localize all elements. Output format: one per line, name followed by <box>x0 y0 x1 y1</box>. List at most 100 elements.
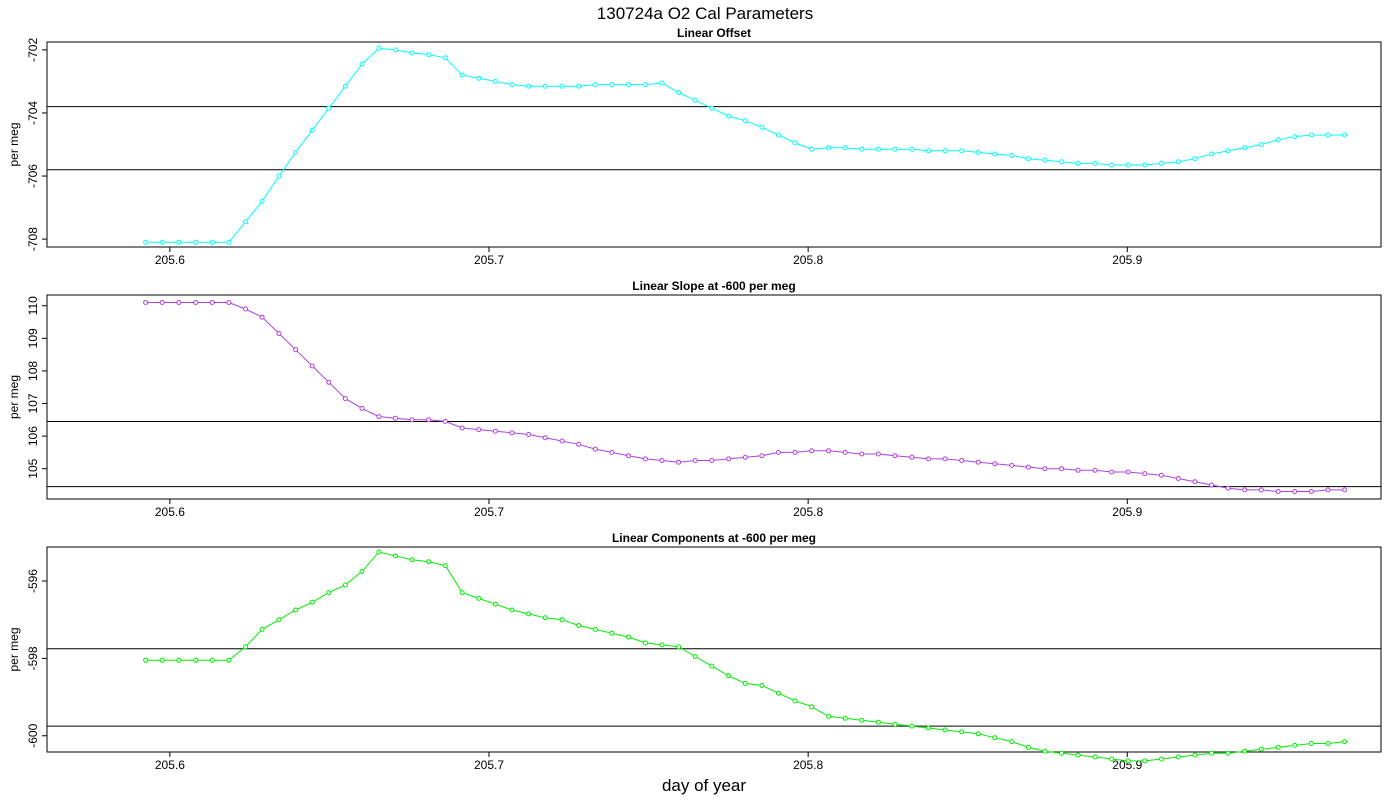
data-point <box>909 454 915 460</box>
data-point <box>409 557 415 563</box>
data-point <box>992 151 998 157</box>
y-tick-label: 108 <box>26 361 40 381</box>
data-point <box>709 105 715 111</box>
data-point <box>426 417 432 423</box>
data-point <box>1325 741 1331 746</box>
data-point <box>542 83 548 89</box>
data-point <box>909 146 915 152</box>
data-point <box>442 55 448 61</box>
data-point <box>1142 162 1148 168</box>
data-point <box>309 599 315 605</box>
data-point <box>892 146 898 152</box>
data-point <box>1192 479 1198 485</box>
data-point <box>642 640 648 646</box>
data-point <box>176 657 182 663</box>
data-point <box>259 314 265 320</box>
data-point <box>243 306 248 312</box>
data-point <box>842 449 848 455</box>
data-point <box>759 683 765 688</box>
data-point <box>293 607 299 613</box>
data-point <box>1342 132 1348 138</box>
y-axis-label: per meg <box>7 375 21 419</box>
data-point <box>459 590 465 596</box>
data-point <box>1009 462 1015 468</box>
data-point <box>1342 739 1348 745</box>
data-point <box>842 145 848 151</box>
data-point <box>875 146 881 152</box>
plot-frame <box>46 294 1382 500</box>
data-point <box>393 415 398 421</box>
data-point <box>776 690 781 696</box>
data-point <box>1025 744 1031 750</box>
data-point <box>842 715 848 721</box>
data-point <box>409 50 415 56</box>
data-point <box>309 127 315 133</box>
data-point <box>243 219 248 225</box>
data-point <box>309 363 315 369</box>
data-point <box>1258 142 1264 147</box>
data-point <box>476 75 482 81</box>
data-point <box>809 704 815 710</box>
data-point <box>293 347 299 353</box>
data-point <box>1042 466 1048 472</box>
data-point <box>542 435 548 441</box>
data-point <box>342 582 348 588</box>
plot-frame <box>46 41 1382 248</box>
data-point <box>992 461 998 467</box>
data-point <box>1209 482 1214 488</box>
x-tick-label: 205.6 <box>155 253 185 267</box>
data-point <box>659 80 665 86</box>
data-point <box>143 657 149 663</box>
data-point <box>676 90 682 95</box>
data-point <box>526 611 532 617</box>
data-point <box>692 654 698 659</box>
data-point <box>426 52 432 58</box>
data-point <box>342 396 348 402</box>
data-point <box>393 553 398 559</box>
data-point <box>442 418 448 424</box>
x-tick-label: 205.6 <box>155 505 185 519</box>
y-axis-label: per meg <box>7 627 21 671</box>
data-point <box>826 713 832 719</box>
data-point <box>826 145 832 151</box>
y-tick-label: 105 <box>26 458 40 478</box>
data-point <box>376 549 382 555</box>
data-point <box>1242 748 1248 754</box>
y-axis-label: per meg <box>7 122 21 166</box>
data-point <box>492 78 498 84</box>
data-point <box>1059 466 1064 472</box>
data-point <box>1075 467 1081 473</box>
x-tick-label: 205.8 <box>793 758 823 772</box>
data-point <box>1225 485 1231 491</box>
data-point <box>859 451 865 457</box>
data-point <box>809 448 815 454</box>
data-point <box>509 430 515 436</box>
data-point <box>709 663 715 669</box>
data-point <box>959 729 965 735</box>
data-point <box>159 239 165 245</box>
data-point <box>609 449 615 455</box>
data-point <box>376 414 382 420</box>
data-point <box>1042 157 1048 163</box>
panel-2: Linear Slope at -600 per meg 205.6 205.7 20… <box>7 279 1382 519</box>
data-point <box>1308 132 1314 138</box>
data-point <box>759 453 765 459</box>
data-point <box>942 456 948 462</box>
data-point <box>209 657 215 663</box>
data-point <box>143 300 149 305</box>
data-point <box>576 83 582 89</box>
data-point <box>459 72 465 78</box>
data-point <box>1125 469 1131 475</box>
data-point <box>176 239 182 245</box>
data-point <box>193 300 199 305</box>
data-point <box>642 456 648 462</box>
data-point <box>676 644 682 650</box>
data-point <box>1109 162 1115 168</box>
data-point <box>792 698 798 704</box>
data-point <box>759 124 765 130</box>
data-point <box>1175 159 1181 165</box>
y-tick-label: -600 <box>26 723 40 747</box>
data-point <box>1292 742 1298 748</box>
data-point <box>1325 487 1331 493</box>
y-tick-label: -706 <box>26 164 40 188</box>
